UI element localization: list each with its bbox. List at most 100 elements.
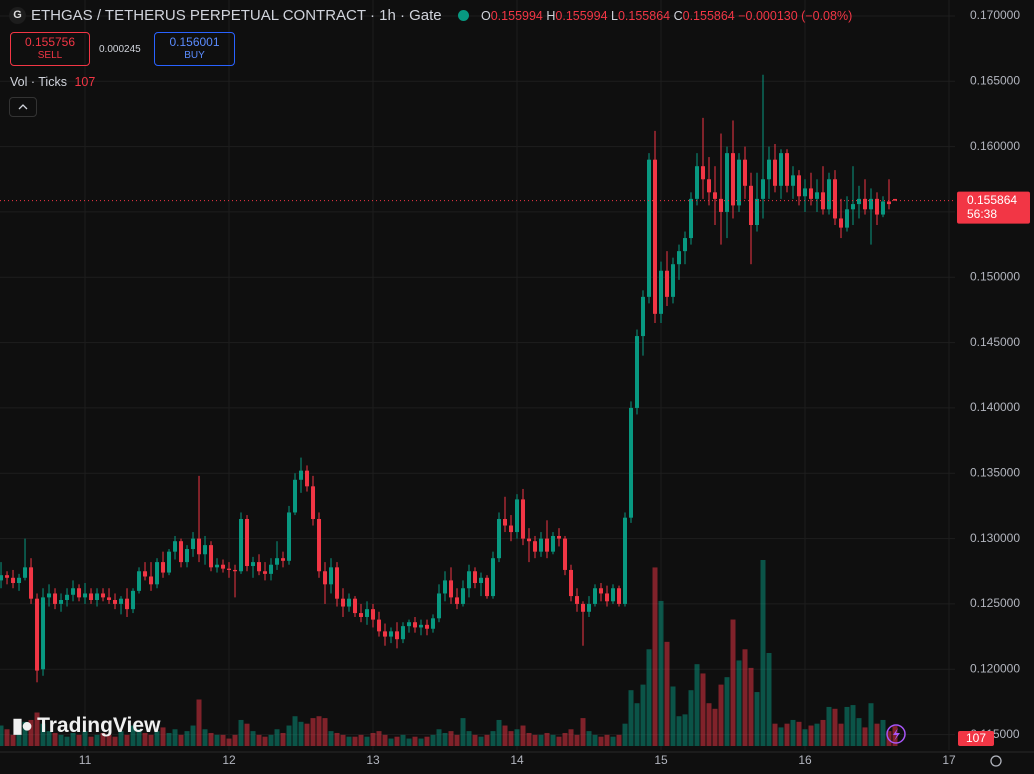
volume-bar: [280, 732, 286, 746]
volume-bar: [412, 736, 418, 746]
candle-body: [503, 518, 508, 526]
volume-bar: [874, 723, 880, 746]
volume-bar: [844, 706, 850, 746]
candle-body: [713, 192, 718, 199]
candle-body: [317, 518, 322, 572]
candle-body: [89, 593, 94, 600]
candle-body: [731, 153, 736, 206]
candle-body: [125, 598, 130, 610]
candle-body: [221, 564, 226, 569]
candle-body: [167, 551, 172, 573]
volume-bar: [712, 708, 718, 746]
volume-bar: [574, 734, 580, 746]
candle-body: [23, 567, 28, 578]
collapse-button[interactable]: [9, 97, 37, 117]
candle-body: [161, 562, 166, 573]
volume-bar: [0, 725, 4, 746]
candle-body: [239, 518, 244, 572]
y-tick-label: 0.170000: [970, 8, 1020, 22]
candle-body: [845, 209, 850, 228]
legend-key: O: [481, 9, 491, 23]
candle-body: [329, 567, 334, 585]
volume-tag: [958, 731, 994, 746]
legend-value: 0.155994: [490, 9, 543, 23]
volume-bar: [808, 725, 814, 746]
volume-bar: [142, 732, 148, 746]
candle-body: [155, 562, 160, 585]
candle-body: [29, 567, 34, 599]
volume-bar: [208, 732, 214, 746]
candle-body: [515, 499, 520, 533]
volume-bar: [442, 732, 448, 746]
candle-body: [557, 535, 562, 539]
candle-body: [293, 479, 298, 513]
volume-bar: [838, 723, 844, 746]
volume-tag-value: 107: [966, 731, 986, 745]
legend-key: H: [546, 9, 556, 23]
candle-body: [875, 198, 880, 215]
volume-bar: [190, 725, 196, 746]
legend-key: L: [611, 9, 618, 23]
candle-body: [77, 588, 82, 598]
candle-body: [203, 545, 208, 555]
y-tick-label: 0.135000: [970, 465, 1020, 479]
candle-body: [887, 201, 892, 205]
volume-bar: [358, 734, 364, 746]
candle-body: [647, 159, 652, 297]
candle-body: [611, 588, 616, 602]
candle-body: [767, 159, 772, 180]
candle-body: [431, 618, 436, 629]
buy-button[interactable]: 0.156001 BUY: [154, 32, 235, 66]
legend-value: 0.155864: [682, 9, 735, 23]
volume-bar: [262, 736, 268, 746]
candle-body: [347, 598, 352, 607]
volume-bar: [454, 734, 460, 746]
volume-bar: [418, 738, 424, 746]
volume-bar: [460, 718, 466, 746]
volume-bar: [82, 731, 88, 746]
candle-body: [149, 576, 154, 585]
volume-bar: [868, 703, 874, 746]
volume-bar: [250, 731, 256, 746]
chart-title: ETHGAS / TETHERUS PERPETUAL CONTRACT · 1…: [31, 7, 442, 24]
candle-body: [311, 486, 316, 519]
candle-body: [881, 201, 886, 215]
candle-body: [617, 588, 622, 604]
sell-button[interactable]: 0.155756 SELL: [10, 32, 90, 66]
candle-body: [323, 571, 328, 585]
volume-bar: [718, 684, 724, 746]
volume-bar: [802, 729, 808, 746]
volume-bar: [22, 721, 28, 746]
volume-bar: [310, 718, 316, 746]
candle-body: [437, 593, 442, 619]
volume-bar: [568, 729, 574, 746]
volume-bar: [664, 641, 670, 746]
candle-body: [821, 192, 826, 210]
x-tick-label: 16: [798, 753, 812, 767]
volume-bar: [4, 729, 10, 746]
candle-body: [689, 198, 694, 239]
volume-bar: [220, 734, 226, 746]
volume-bar: [532, 734, 538, 746]
x-tick-label: 17: [942, 753, 956, 767]
volume-bar: [754, 692, 760, 746]
candle-body: [725, 153, 730, 212]
volume-bar: [676, 716, 682, 746]
watermark: ▮● TradingView: [12, 713, 160, 738]
candle-body: [761, 179, 766, 199]
volume-bar: [94, 734, 100, 746]
volume-bar: [286, 725, 292, 746]
price-tag-countdown: 56:38: [967, 207, 997, 221]
volume-bar: [100, 732, 106, 746]
volume-bar: [124, 734, 130, 746]
sell-price: 0.155756: [24, 35, 76, 49]
candle-body: [869, 198, 874, 210]
candle-body: [95, 593, 100, 600]
volume-bar: [514, 729, 520, 746]
volume-bar: [370, 732, 376, 746]
volume-bar: [640, 684, 646, 746]
candle-body: [461, 588, 466, 604]
ohlc-legend: O0.155994 H0.155994 L0.155864 C0.155864 …: [481, 9, 852, 23]
volume-bar: [292, 716, 298, 746]
volume-bar: [526, 732, 532, 746]
